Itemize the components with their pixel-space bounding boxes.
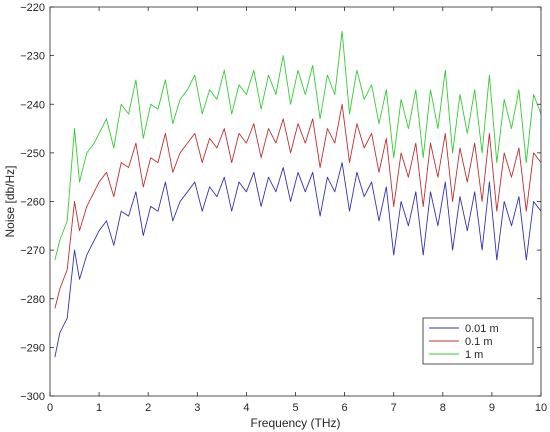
x-tick-label: 2 (145, 402, 151, 414)
x-tick-label: 6 (342, 402, 348, 414)
x-tick-label: 1 (96, 402, 102, 414)
y-tick-label: −230 (20, 51, 45, 63)
y-tick-label: −270 (20, 245, 45, 257)
x-axis-label: Frequency (THz) (250, 416, 340, 430)
legend: 0.01 m0.1 m1 m (422, 317, 534, 365)
y-tick-label: −240 (20, 99, 45, 111)
y-tick-label: −250 (20, 148, 45, 160)
y-tick-label: −290 (20, 342, 45, 354)
x-tick-label: 8 (440, 402, 446, 414)
x-tick-label: 9 (489, 402, 495, 414)
plot-area (54, 30, 542, 358)
x-tick-label: 4 (243, 402, 249, 414)
x-axis: 0 1 2 3 4 5 6 7 8 9 10 (47, 7, 547, 414)
legend-label: 1 m (465, 349, 483, 361)
y-tick-label: −300 (20, 391, 45, 403)
x-tick-label: 10 (535, 402, 547, 414)
y-axis-label: Noise [db/Hz] (3, 165, 17, 237)
x-tick-label: 7 (391, 402, 397, 414)
x-tick-label: 3 (194, 402, 200, 414)
y-tick-label: −260 (20, 197, 45, 209)
legend-label: 0.01 m (465, 323, 499, 335)
series-line-1 (54, 162, 542, 358)
legend-label: 0.1 m (465, 336, 493, 348)
y-tick-label: −280 (20, 294, 45, 306)
x-tick-label: 0 (47, 402, 53, 414)
y-tick-label: −220 (20, 2, 45, 14)
series-line-2 (54, 103, 542, 309)
x-tick-label: 5 (292, 402, 298, 414)
series-line-3 (54, 30, 542, 261)
y-axis: −300 −290 −280 −270 −260 −250 −240 −230 −220 (20, 2, 541, 403)
